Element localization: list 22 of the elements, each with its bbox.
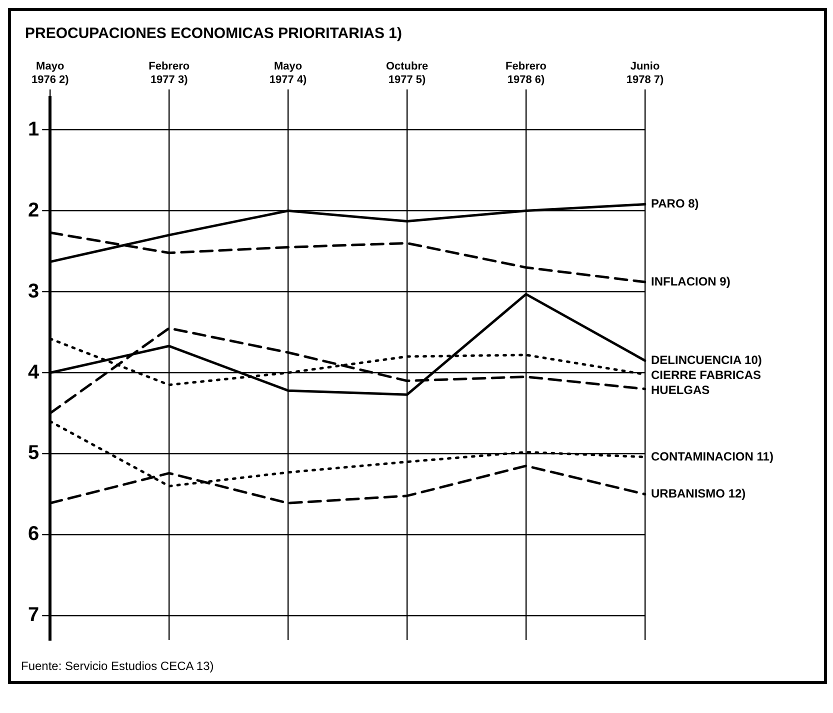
x-tick-label: Febrero 1978 6)	[506, 60, 547, 86]
y-tick-label: 6	[28, 523, 40, 546]
source-note: Fuente: Servicio Estudios CECA 13)	[20, 658, 215, 675]
x-tick-label: Mayo 1976 2)	[31, 60, 70, 86]
x-tick-label: Febrero 1977 3)	[148, 60, 190, 86]
y-tick-label: 5	[28, 442, 40, 464]
series-label: CIERRE FABRICAS	[651, 368, 762, 382]
y-tick-label: 3	[28, 280, 40, 302]
y-tick-label: 1	[28, 118, 40, 140]
series-label: CONTAMINACION 11)	[651, 449, 774, 464]
y-tick-label: 2	[28, 199, 40, 222]
x-tick-label: Junio 1978 7)	[626, 60, 664, 86]
series-label: PARO 8)	[651, 196, 699, 211]
series-label: DELINCUENCIA 10)	[651, 352, 762, 367]
series-label: URBANISMO 12)	[651, 486, 746, 501]
x-tick-label: Octubre 1977 5)	[386, 60, 428, 86]
chart-title: PREOCUPACIONES ECONOMICAS PRIORITARIAS 1)	[25, 25, 402, 42]
x-tick-label: Mayo 1977 4)	[269, 60, 308, 86]
y-tick-label: 7	[28, 604, 40, 626]
series-label: HUELGAS	[651, 382, 710, 397]
y-tick-label: 4	[28, 361, 40, 384]
series-label: INFLACION 9)	[651, 274, 730, 288]
